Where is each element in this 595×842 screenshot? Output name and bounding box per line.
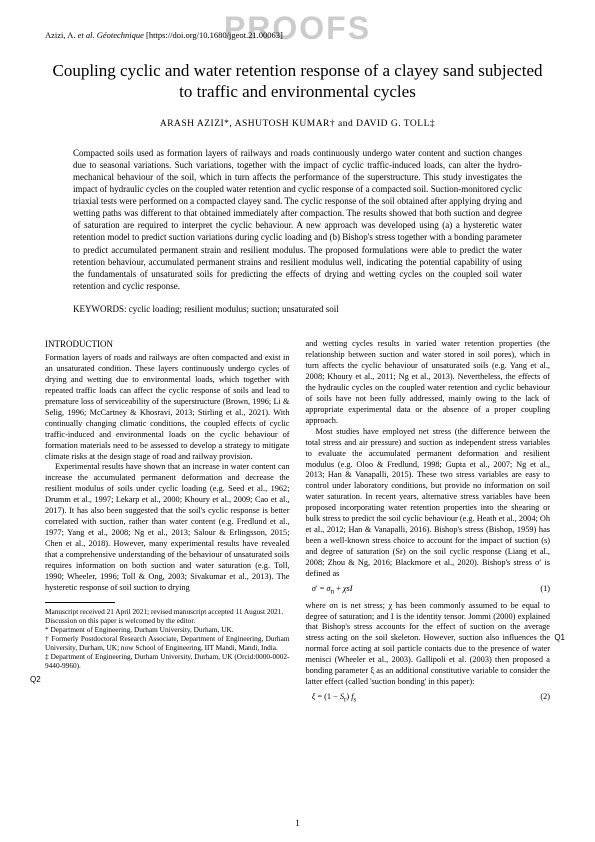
left-column: INTRODUCTION Formation layers of roads a…: [45, 339, 290, 709]
equation-1-number: (1): [540, 584, 550, 597]
footnote-affil-2: † Formerly Postdoctoral Research Associa…: [45, 634, 290, 652]
right-para-1: and wetting cycles results in varied wat…: [306, 339, 551, 427]
equation-2-formula: ξ = (1 − Sr) fs: [306, 692, 357, 705]
footnote-affil-3: ‡ Department of Engineering, Durham Univ…: [45, 652, 290, 670]
equation-2: ξ = (1 − Sr) fs (2): [306, 692, 551, 705]
authors-line: ARASH AZIZI*, ASHUTOSH KUMAR† and DAVID …: [45, 119, 550, 129]
page-content: Azizi, A. et al. Géotechnique [https://d…: [0, 0, 595, 729]
page-number: 1: [295, 818, 300, 828]
intro-para-1: Formation layers of roads and railways a…: [45, 353, 290, 462]
footnote-manuscript: Manuscript received 21 April 2021; revis…: [45, 607, 290, 616]
two-column-body: INTRODUCTION Formation layers of roads a…: [45, 339, 550, 709]
footnote-discussion: Discussion on this paper is welcomed by …: [45, 616, 290, 625]
citation-line: Azizi, A. et al. Géotechnique [https://d…: [45, 30, 550, 40]
footnotes: Manuscript received 21 April 2021; revis…: [45, 607, 290, 671]
section-heading-intro: INTRODUCTION: [45, 339, 290, 351]
equation-2-number: (2): [540, 692, 550, 705]
equation-1: σ′ = σn + χsI (1): [306, 584, 551, 597]
right-column: and wetting cycles results in varied wat…: [306, 339, 551, 709]
right-para-2: Most studies have employed net stress (t…: [306, 427, 551, 580]
abstract: Compacted soils used as formation layers…: [45, 147, 550, 293]
citation-text: Azizi, A. et al. Géotechnique [https://d…: [45, 30, 283, 40]
footnote-separator: [45, 602, 115, 603]
paper-title: Coupling cyclic and water retention resp…: [45, 60, 550, 103]
keywords: KEYWORDS: cyclic loading; resilient modu…: [45, 304, 550, 314]
footnote-affil-1: * Department of Engineering, Durham Univ…: [45, 625, 290, 634]
intro-para-2: Experimental results have shown that an …: [45, 462, 290, 593]
equation-1-formula: σ′ = σn + χsI: [306, 584, 353, 597]
right-para-3: where σn is net stress; χ has been commo…: [306, 601, 551, 689]
